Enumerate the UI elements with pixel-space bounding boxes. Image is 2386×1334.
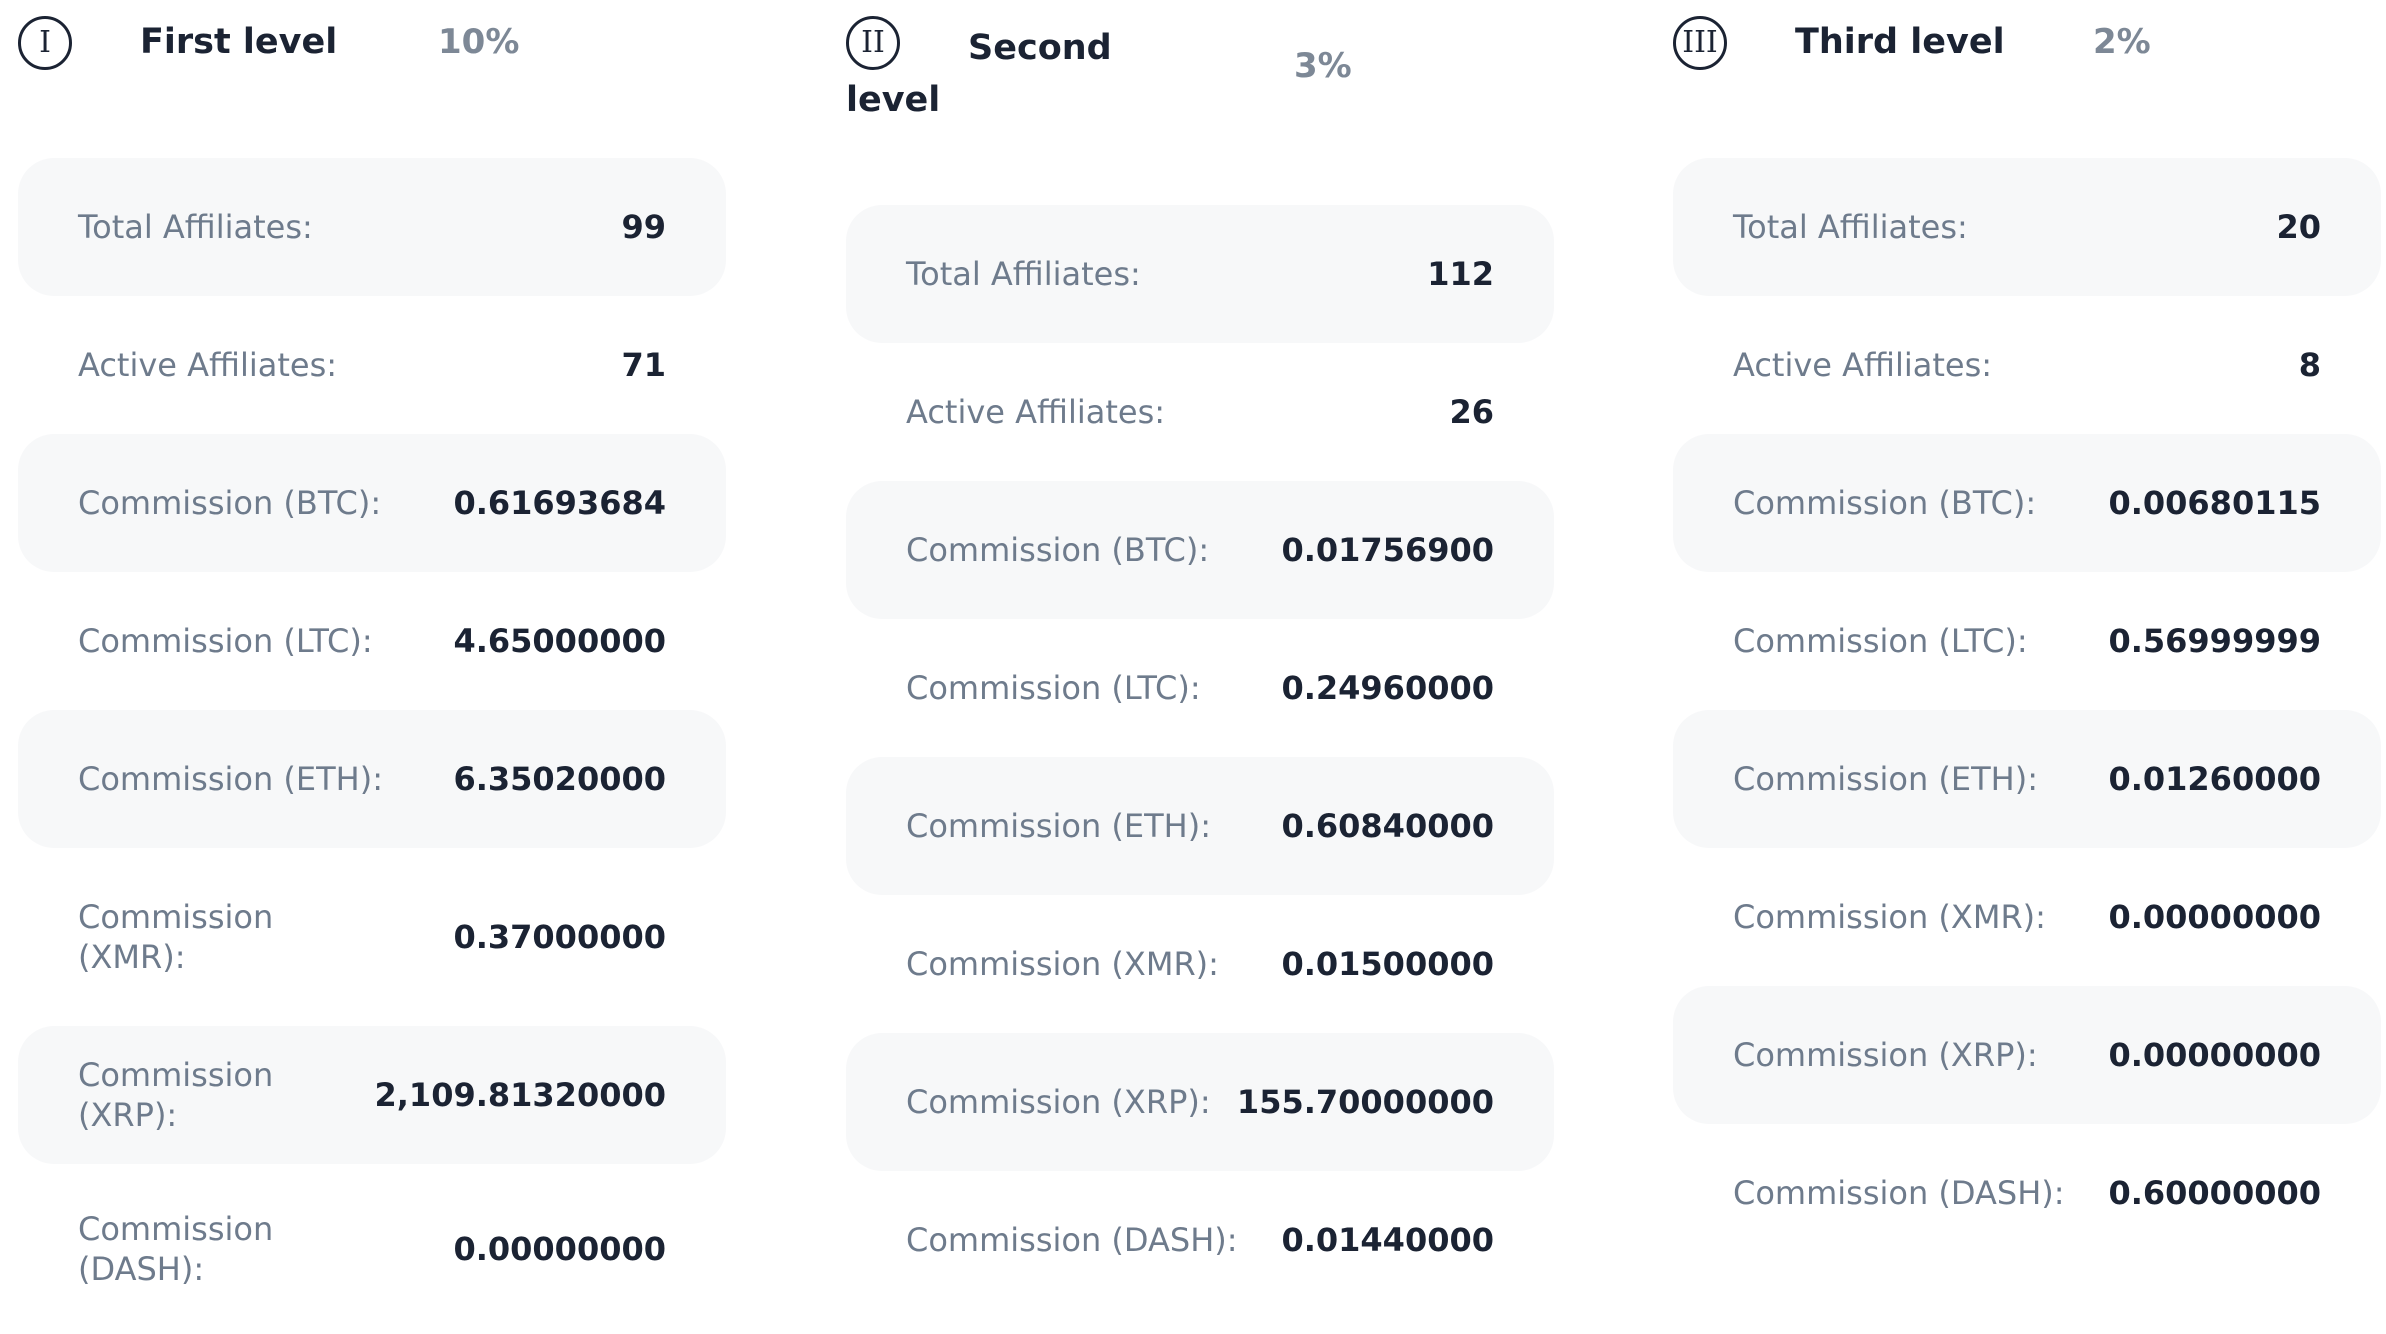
stat-row-commission-ltc: Commission (LTC): 0.24960000 — [846, 619, 1554, 757]
stat-value: 0.24960000 — [1281, 669, 1494, 707]
stat-label: Active Affiliates: — [906, 393, 1166, 431]
stat-row-commission-xmr: Commission (XMR): 0.00000000 — [1673, 848, 2381, 986]
stat-row-commission-dash: Commission (DASH): 0.01440000 — [846, 1171, 1554, 1309]
stat-label: Commission (BTC): — [906, 531, 1210, 569]
stat-value: 0.37000000 — [453, 918, 666, 956]
stat-label: Commission (XRP): — [1733, 1036, 2038, 1074]
stat-label: Commission (DASH): — [78, 1210, 274, 1288]
level-header: II Second level 3% — [846, 0, 1554, 205]
stat-label: Commission (BTC): — [1733, 484, 2037, 522]
stats-list: Total Affiliates: 99 Active Affiliates: … — [18, 158, 726, 1334]
stat-value: 0.01440000 — [1281, 1221, 1494, 1259]
stat-row-commission-eth: Commission (ETH): 6.35020000 — [18, 710, 726, 848]
stat-value: 0.00000000 — [453, 1230, 666, 1268]
stat-row-commission-btc: Commission (BTC): 0.01756900 — [846, 481, 1554, 619]
stat-value: 112 — [1427, 255, 1494, 293]
stat-row-commission-eth: Commission (ETH): 0.01260000 — [1673, 710, 2381, 848]
stat-row-commission-btc: Commission (BTC): 0.00680115 — [1673, 434, 2381, 572]
stat-label: Total Affiliates: — [78, 208, 313, 246]
stat-row-commission-dash: Commission (DASH): 0.60000000 — [1673, 1124, 2381, 1262]
stat-label: Commission (XMR): — [906, 945, 1219, 983]
stat-value: 2,109.81320000 — [374, 1076, 667, 1114]
stat-value: 99 — [621, 208, 666, 246]
stat-value: 0.00680115 — [2108, 484, 2321, 522]
roman-numeral-two-icon: II — [846, 16, 900, 70]
stat-row-active-affiliates: Active Affiliates: 26 — [846, 343, 1554, 481]
stat-label: Total Affiliates: — [906, 255, 1141, 293]
stat-value: 0.61693684 — [453, 484, 666, 522]
level-column-second: II Second level 3% Total Affiliates: 112… — [846, 0, 1554, 1309]
stat-value: 26 — [1449, 393, 1494, 431]
stat-label: Commission (XMR): — [78, 898, 274, 976]
stat-row-commission-dash: Commission (DASH): 0.00000000 — [18, 1164, 726, 1334]
stat-value: 20 — [2276, 208, 2321, 246]
level-column-first: I First level 10% Total Affiliates: 99 A… — [18, 0, 726, 1334]
level-percent: 2% — [2093, 22, 2151, 62]
level-percent: 3% — [1294, 46, 1352, 86]
stat-row-commission-xmr: Commission (XMR): 0.01500000 — [846, 895, 1554, 1033]
stat-row-active-affiliates: Active Affiliates: 8 — [1673, 296, 2381, 434]
stat-label: Commission (LTC): — [1733, 622, 2028, 660]
stat-value: 0.00000000 — [2108, 898, 2321, 936]
roman-numeral-three-icon: III — [1673, 16, 1727, 70]
level-title: First level — [140, 22, 338, 62]
stat-row-commission-xrp: Commission (XRP): 0.00000000 — [1673, 986, 2381, 1124]
roman-numeral-one-icon: I — [18, 16, 72, 70]
stat-value: 0.56999999 — [2108, 622, 2321, 660]
stat-label: Commission (DASH): — [1733, 1174, 2065, 1212]
stat-label: Active Affiliates: — [78, 346, 338, 384]
stat-row-total-affiliates: Total Affiliates: 20 — [1673, 158, 2381, 296]
stat-label: Commission (ETH): — [78, 760, 383, 798]
stat-label: Commission (BTC): — [78, 484, 382, 522]
stat-value: 0.60000000 — [2108, 1174, 2321, 1212]
stats-list: Total Affiliates: 20 Active Affiliates: … — [1673, 158, 2381, 1262]
stat-value: 0.00000000 — [2108, 1036, 2321, 1074]
level-header: I First level 10% — [18, 0, 726, 158]
stat-label: Commission (DASH): — [906, 1221, 1238, 1259]
stat-row-commission-ltc: Commission (LTC): 4.65000000 — [18, 572, 726, 710]
stat-row-commission-eth: Commission (ETH): 0.60840000 — [846, 757, 1554, 895]
stat-row-commission-xrp: Commission (XRP): 155.70000000 — [846, 1033, 1554, 1171]
stat-label: Commission (ETH): — [1733, 760, 2038, 798]
stat-row-commission-ltc: Commission (LTC): 0.56999999 — [1673, 572, 2381, 710]
stat-row-commission-btc: Commission (BTC): 0.61693684 — [18, 434, 726, 572]
stat-row-total-affiliates: Total Affiliates: 112 — [846, 205, 1554, 343]
stat-value: 8 — [2298, 346, 2321, 384]
stat-value: 0.01500000 — [1281, 945, 1494, 983]
stat-label: Commission (ETH): — [906, 807, 1211, 845]
stat-row-total-affiliates: Total Affiliates: 99 — [18, 158, 726, 296]
stat-row-commission-xrp: Commission (XRP): 2,109.81320000 — [18, 1026, 726, 1164]
level-title: Third level — [1795, 22, 2005, 62]
level-column-third: III Third level 2% Total Affiliates: 20 … — [1673, 0, 2381, 1262]
level-header: III Third level 2% — [1673, 0, 2381, 158]
stat-label: Commission (XRP): — [78, 1056, 274, 1134]
stat-label: Total Affiliates: — [1733, 208, 1968, 246]
stat-label: Commission (XRP): — [906, 1083, 1211, 1121]
stat-label: Commission (LTC): — [78, 622, 373, 660]
stat-value: 0.01260000 — [2108, 760, 2321, 798]
level-title: Second level — [846, 28, 1112, 120]
stat-value: 4.65000000 — [453, 622, 666, 660]
stat-value: 0.60840000 — [1281, 807, 1494, 845]
stat-value: 6.35020000 — [453, 760, 666, 798]
stat-label: Commission (XMR): — [1733, 898, 2046, 936]
stat-value: 71 — [621, 346, 666, 384]
stat-label: Active Affiliates: — [1733, 346, 1993, 384]
stat-value: 0.01756900 — [1281, 531, 1494, 569]
stat-label: Commission (LTC): — [906, 669, 1201, 707]
stat-row-commission-xmr: Commission (XMR): 0.37000000 — [18, 848, 726, 1026]
stats-list: Total Affiliates: 112 Active Affiliates:… — [846, 205, 1554, 1309]
level-percent: 10% — [438, 22, 520, 62]
stat-value: 155.70000000 — [1236, 1083, 1494, 1121]
stat-row-active-affiliates: Active Affiliates: 71 — [18, 296, 726, 434]
